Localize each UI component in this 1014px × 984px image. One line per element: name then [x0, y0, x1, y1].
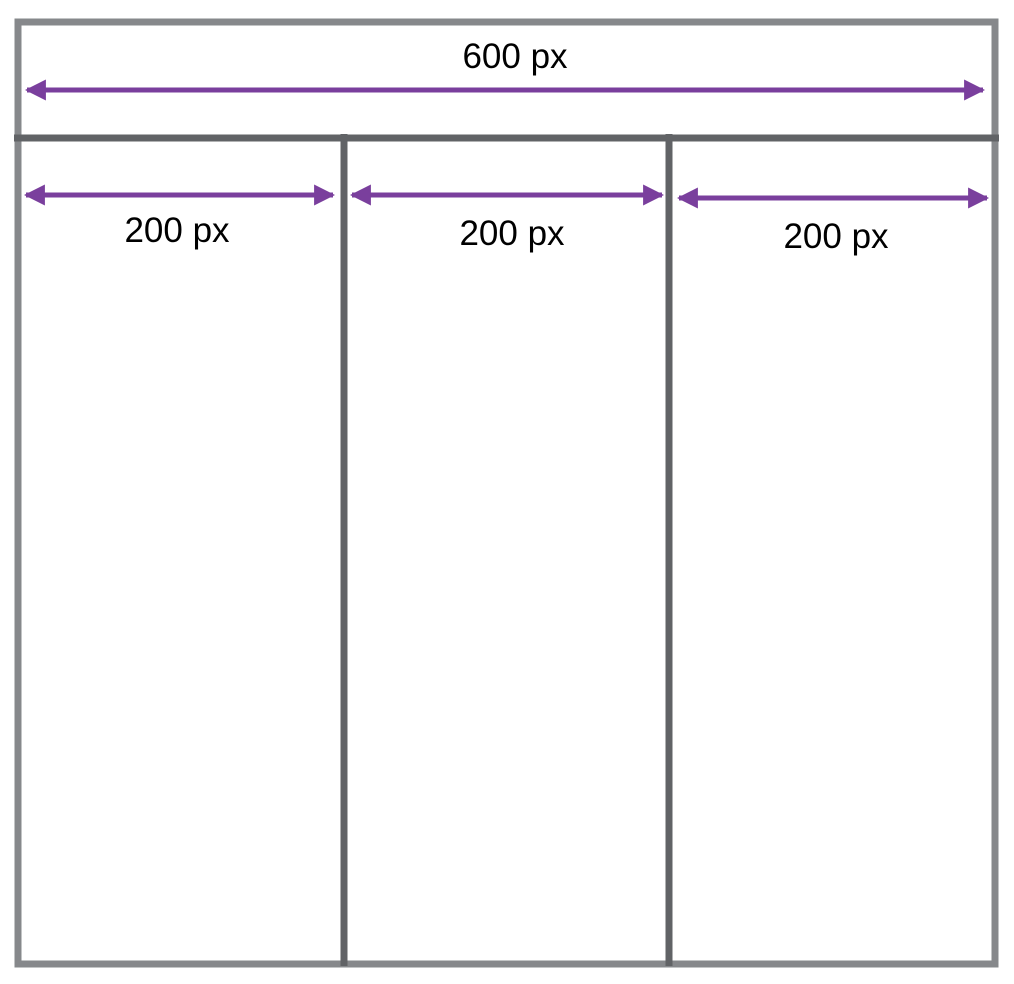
column-3-width-label: 200 px — [783, 217, 889, 256]
total-width-label: 600 px — [462, 37, 568, 76]
outer-container — [14, 18, 999, 968]
column-1-width-label: 200 px — [124, 211, 230, 250]
column-2-width-label: 200 px — [459, 214, 565, 253]
